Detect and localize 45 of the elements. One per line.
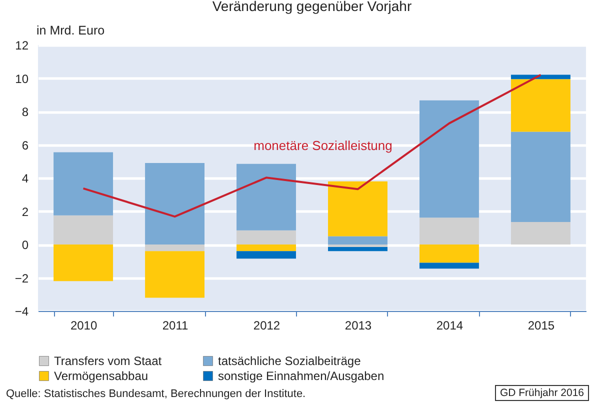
bar <box>328 246 388 252</box>
series-label: monetäre Sozialleistung <box>254 138 392 153</box>
bar <box>419 244 479 263</box>
bar <box>236 230 296 244</box>
line-series <box>82 74 542 218</box>
bar <box>328 236 388 244</box>
x-tick-label: 2011 <box>162 318 188 332</box>
x-tick-label: 2010 <box>70 318 98 332</box>
text: GD Frühjahr 2016 <box>494 385 589 401</box>
bar <box>510 132 570 222</box>
y-tick-label: 0 <box>22 238 29 252</box>
y-axis-title: in Mrd. Euro <box>36 24 105 38</box>
bar <box>236 244 296 252</box>
bar <box>236 251 296 259</box>
y-tick-label: 12 <box>15 38 29 52</box>
bar <box>145 163 205 244</box>
x-tick-label: 2013 <box>344 318 372 332</box>
bar <box>419 218 479 244</box>
bar <box>236 164 296 230</box>
y-tick-label: 6 <box>22 138 29 152</box>
legend-label: Vermögensabbau <box>54 369 148 383</box>
bar <box>510 222 570 244</box>
bar <box>510 79 570 132</box>
bar <box>328 181 388 236</box>
y-tick-label: −2 <box>14 271 29 286</box>
legend-label: sonstige Einnahmen/Ausgaben <box>218 369 384 383</box>
y-tick-label: 8 <box>22 105 29 119</box>
bar <box>145 251 205 298</box>
bar <box>419 100 479 218</box>
bar <box>54 244 114 282</box>
bar <box>54 215 114 244</box>
y-tick-label: 4 <box>22 172 29 186</box>
x-tick-label: 2012 <box>253 318 280 332</box>
source-note: Quelle: Statistisches Bundesamt, Berechnungen der Institute. <box>6 388 306 400</box>
y-tick-label: 2 <box>22 204 29 219</box>
legend-label: tatsächliche Sozialbeiträge <box>218 354 362 368</box>
bar <box>419 262 479 269</box>
x-tick-label: 2015 <box>528 318 555 332</box>
bar <box>145 244 205 252</box>
y-tick-label: −4 <box>14 304 29 318</box>
x-tick-label: 2014 <box>436 318 464 332</box>
chart-title: Veränderung gegenüber Vorjahr <box>212 0 412 14</box>
y-tick-label: 10 <box>15 72 29 86</box>
bar <box>54 152 114 216</box>
legend-label: Transfers vom Staat <box>54 354 162 368</box>
